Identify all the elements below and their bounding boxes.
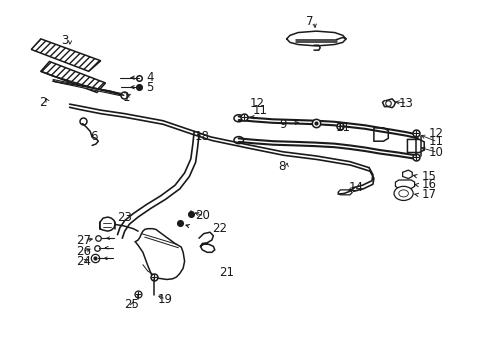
Text: 14: 14 <box>348 181 363 194</box>
Text: 2: 2 <box>40 96 47 109</box>
Text: 11: 11 <box>428 135 443 148</box>
Polygon shape <box>53 80 125 97</box>
Text: 10: 10 <box>428 146 443 159</box>
Circle shape <box>233 115 243 122</box>
Polygon shape <box>407 139 424 153</box>
Text: 15: 15 <box>421 170 436 183</box>
Text: 25: 25 <box>123 298 138 311</box>
Polygon shape <box>395 180 414 189</box>
Text: 19: 19 <box>157 293 172 306</box>
Polygon shape <box>41 62 105 93</box>
Text: 8: 8 <box>278 160 285 173</box>
Polygon shape <box>402 170 411 179</box>
Text: 5: 5 <box>146 81 153 94</box>
Text: 7: 7 <box>305 15 313 28</box>
Text: 16: 16 <box>421 179 436 192</box>
Circle shape <box>233 136 243 144</box>
Text: 18: 18 <box>194 130 209 143</box>
Polygon shape <box>337 190 351 195</box>
Text: 13: 13 <box>398 96 413 109</box>
Text: 1: 1 <box>122 91 129 104</box>
Polygon shape <box>373 128 387 141</box>
Text: 20: 20 <box>195 210 210 222</box>
Text: 3: 3 <box>61 34 69 47</box>
Text: 11: 11 <box>335 121 350 134</box>
Text: 23: 23 <box>117 211 132 224</box>
Text: 26: 26 <box>76 245 91 258</box>
Text: 12: 12 <box>249 96 264 109</box>
Text: 17: 17 <box>421 188 436 201</box>
Text: 4: 4 <box>146 71 153 84</box>
Circle shape <box>393 186 412 201</box>
Text: 12: 12 <box>428 127 443 140</box>
Text: 11: 11 <box>253 104 267 117</box>
Polygon shape <box>31 39 101 71</box>
Text: 21: 21 <box>219 266 234 279</box>
Text: 22: 22 <box>211 222 226 235</box>
Text: 27: 27 <box>76 234 91 247</box>
Text: 24: 24 <box>76 255 91 267</box>
Text: 6: 6 <box>90 130 98 143</box>
Text: 9: 9 <box>279 118 286 131</box>
Polygon shape <box>135 229 184 279</box>
